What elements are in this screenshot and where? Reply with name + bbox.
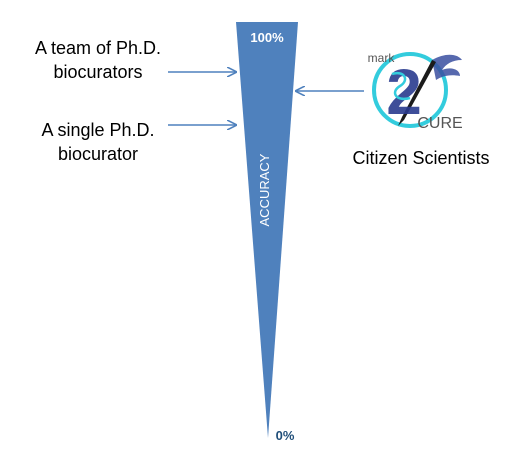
logo-numeral: 2 — [386, 56, 422, 128]
single-biocurator-label: A single Ph.D. biocurator — [18, 118, 178, 166]
logo-ring-icon — [372, 52, 448, 128]
accuracy-axis-title: ACCURACY — [257, 153, 272, 226]
scale-bottom-label: 0% — [276, 428, 295, 443]
team-label-line-1: A team of Ph.D. — [34, 38, 162, 58]
logo-serpent-icon — [391, 71, 411, 101]
scale-top-label: 100% — [250, 30, 284, 45]
team-biocurators-label: A team of Ph.D. biocurators — [18, 36, 178, 84]
single-label-line-1: A single Ph.D. — [41, 120, 155, 140]
logo-wing-icon — [432, 54, 462, 80]
citizen-scientists-label: Citizen Scientists — [352, 148, 490, 168]
logo-pen-icon — [398, 60, 436, 126]
mark2cure-logo: 2 mark CURE — [368, 51, 463, 132]
logo-word-bottom: CURE — [417, 115, 462, 132]
logo-word-top: mark — [368, 51, 396, 65]
team-label-line-2: biocurators — [53, 62, 143, 82]
accuracy-wedge — [236, 22, 298, 438]
single-label-line-2: biocurator — [57, 144, 139, 164]
